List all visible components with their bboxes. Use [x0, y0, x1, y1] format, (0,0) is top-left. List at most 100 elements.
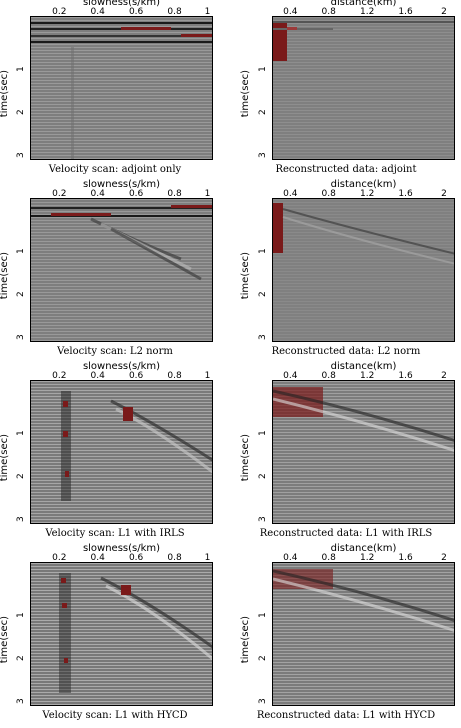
seismic-image [272, 562, 455, 706]
panel-velocity-adjoint: slowness(s/km) 0.2 0.4 0.6 0.8 1 time(se… [0, 0, 230, 182]
panel-velocity-l1-hycd: slowness(s/km) 0.2 0.4 0.6 0.8 1 time(se… [0, 543, 230, 728]
y-tick: 2 [16, 473, 26, 479]
x-tick: 2 [441, 189, 447, 199]
x-tick: 2 [441, 553, 447, 563]
caption: Reconstructed data: L1 with HYCD [256, 710, 436, 721]
seismic-image [272, 198, 455, 342]
panel-velocity-l1-irls: slowness(s/km) 0.2 0.4 0.6 0.8 1 time(se… [0, 361, 230, 546]
x-tick: 1.6 [398, 553, 413, 563]
y-tick: 1 [16, 612, 26, 618]
x-axis: distance(km) 0.4 0.8 1.2 1.6 2 [272, 180, 455, 199]
x-tick: 0.8 [167, 7, 182, 17]
x-tick: 2 [441, 371, 447, 381]
x-tick: 0.4 [90, 7, 105, 17]
caption: Velocity scan: L1 with HYCD [42, 710, 188, 721]
x-tick: 1 [204, 7, 211, 17]
caption: Velocity scan: L2 norm [57, 346, 173, 357]
caption: Reconstructed data: L1 with IRLS [259, 528, 433, 539]
x-tick: 0.2 [52, 189, 67, 199]
x-tick: 0.8 [167, 189, 182, 199]
y-tick: 1 [16, 430, 26, 436]
x-tick: 0.6 [128, 7, 144, 17]
y-tick: 3 [258, 516, 268, 522]
x-axis: slowness(s/km) 0.2 0.4 0.6 0.8 1 [30, 361, 213, 381]
x-tick: 1.2 [359, 189, 375, 199]
x-axis: distance(km) 0.4 0.8 1.2 1.6 2 [272, 361, 455, 381]
y-axis-label: time(sec) [240, 616, 251, 664]
panel-velocity-l2: slowness(s/km) 0.2 0.4 0.6 0.8 1 time(se… [0, 180, 230, 364]
y-tick: 1 [16, 248, 26, 254]
x-tick: 0.2 [52, 7, 67, 17]
x-axis: distance(km) 0.4 0.8 1.2 1.6 2 [272, 543, 455, 563]
x-tick: 0.4 [283, 189, 298, 199]
x-tick: 0.2 [52, 553, 67, 563]
x-tick: 0.8 [321, 189, 336, 199]
x-axis-label: slowness(s/km) [82, 543, 161, 554]
x-tick: 0.6 [128, 189, 144, 199]
seismic-image [30, 562, 213, 706]
x-tick: 1 [204, 553, 211, 563]
x-axis: distance(km) 0.4 0.8 1.2 1.6 2 [272, 0, 455, 17]
y-axis-label: time(sec) [240, 70, 251, 118]
x-tick: 0.2 [52, 371, 67, 381]
x-tick: 0.8 [321, 371, 336, 381]
y-tick: 2 [258, 109, 268, 115]
x-tick: 1 [204, 371, 211, 381]
y-tick: 3 [16, 698, 26, 704]
seismic-image [272, 380, 455, 524]
y-tick: 1 [258, 612, 268, 618]
x-tick: 1.2 [359, 553, 375, 563]
x-tick: 0.8 [321, 7, 336, 17]
x-tick: 1.6 [398, 371, 413, 381]
caption: Velocity scan: adjoint only [48, 164, 182, 175]
x-tick: 0.4 [283, 7, 298, 17]
x-tick: 0.4 [90, 371, 105, 381]
x-tick: 0.6 [128, 553, 144, 563]
y-tick: 2 [16, 655, 26, 661]
y-tick: 2 [258, 291, 268, 297]
x-axis-label: distance(km) [330, 0, 397, 8]
y-tick: 1 [258, 66, 268, 72]
y-tick: 2 [258, 473, 268, 479]
x-tick: 0.4 [90, 189, 105, 199]
x-axis-label: slowness(s/km) [82, 0, 161, 8]
x-tick: 1 [204, 189, 211, 199]
y-axis-label: time(sec) [240, 434, 251, 482]
x-tick: 1.6 [398, 7, 413, 17]
x-axis-label: distance(km) [330, 543, 397, 554]
y-axis-label: time(sec) [240, 252, 251, 300]
y-tick: 2 [16, 291, 26, 297]
panel-reconstructed-adjoint: distance(km) 0.4 0.8 1.2 1.6 2 time(sec)… [231, 0, 461, 182]
x-axis: slowness(s/km) 0.2 0.4 0.6 0.8 1 [30, 543, 213, 563]
y-axis-label: time(sec) [0, 252, 10, 300]
x-tick: 2 [441, 7, 447, 17]
x-axis-label: slowness(s/km) [82, 361, 161, 372]
x-tick: 0.6 [128, 371, 144, 381]
seismic-image [272, 16, 455, 160]
y-tick: 2 [16, 109, 26, 115]
y-tick: 3 [16, 516, 26, 522]
y-tick: 3 [16, 334, 26, 340]
x-axis: slowness(s/km) 0.2 0.4 0.6 0.8 1 [30, 180, 213, 199]
caption: Velocity scan: L1 with IRLS [45, 528, 185, 539]
seismic-image [30, 198, 213, 342]
x-tick: 0.8 [167, 371, 182, 381]
y-tick: 3 [16, 152, 26, 158]
y-tick: 3 [258, 698, 268, 704]
y-axis-label: time(sec) [0, 70, 10, 118]
y-axis-label: time(sec) [0, 616, 10, 664]
x-tick: 0.4 [283, 371, 298, 381]
x-axis-label: distance(km) [330, 361, 397, 372]
x-tick: 0.4 [283, 553, 298, 563]
x-tick: 0.8 [321, 553, 336, 563]
y-tick: 3 [258, 152, 268, 158]
y-tick: 2 [258, 655, 268, 661]
x-tick: 0.8 [167, 553, 182, 563]
panel-reconstructed-l1-irls: distance(km) 0.4 0.8 1.2 1.6 2 time(sec)… [231, 361, 461, 546]
y-tick: 1 [258, 430, 268, 436]
y-tick: 3 [258, 334, 268, 340]
panel-reconstructed-l1-hycd: distance(km) 0.4 0.8 1.2 1.6 2 time(sec)… [231, 543, 461, 728]
y-axis-label: time(sec) [0, 434, 10, 482]
x-tick: 0.4 [90, 553, 105, 563]
y-tick: 1 [16, 66, 26, 72]
